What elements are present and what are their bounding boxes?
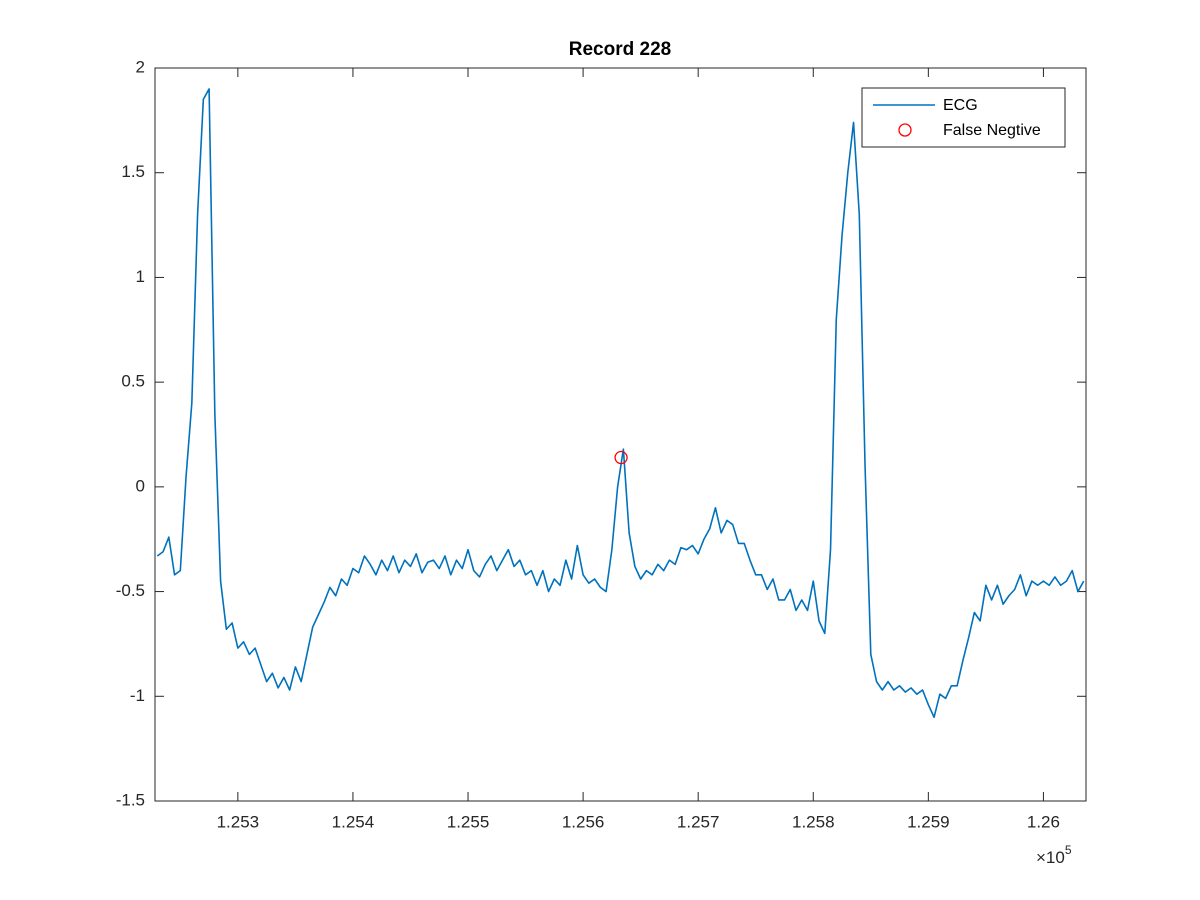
y-tick-label: -1 bbox=[130, 686, 145, 705]
chart-title: Record 228 bbox=[569, 39, 671, 60]
y-tick-label: -1.5 bbox=[116, 790, 145, 809]
legend-marker bbox=[898, 123, 912, 137]
y-tick-label: -0.5 bbox=[116, 581, 145, 600]
y-tick-label: 1 bbox=[136, 267, 145, 286]
x-tick-label: 1.259 bbox=[907, 812, 950, 831]
y-tick-label: 0 bbox=[136, 476, 145, 495]
x-multiplier: ×105 bbox=[1036, 843, 1072, 867]
marker bbox=[614, 450, 628, 465]
x-tick-label: 1.253 bbox=[217, 812, 260, 831]
y-tick-label: 1.5 bbox=[121, 162, 145, 181]
x-tick-label: 1.26 bbox=[1027, 812, 1060, 831]
ecg-line bbox=[156, 88, 1085, 719]
legend-label: ECG bbox=[943, 97, 978, 114]
y-tick-label: 0.5 bbox=[121, 372, 145, 391]
axes-box bbox=[154, 67, 1087, 802]
x-multiplier-base: ×10 bbox=[1036, 848, 1065, 867]
plot-area bbox=[156, 88, 1085, 719]
y-tick-label: 2 bbox=[136, 57, 145, 76]
legend-box bbox=[861, 87, 1066, 148]
x-tick-label: 1.254 bbox=[332, 812, 375, 831]
x-multiplier-exponent: 5 bbox=[1065, 843, 1072, 857]
legend-label: False Negtive bbox=[943, 122, 1041, 139]
x-tick-label: 1.257 bbox=[677, 812, 720, 831]
x-tick-label: 1.258 bbox=[792, 812, 835, 831]
x-tick-label: 1.256 bbox=[562, 812, 605, 831]
x-tick-label: 1.255 bbox=[447, 812, 490, 831]
